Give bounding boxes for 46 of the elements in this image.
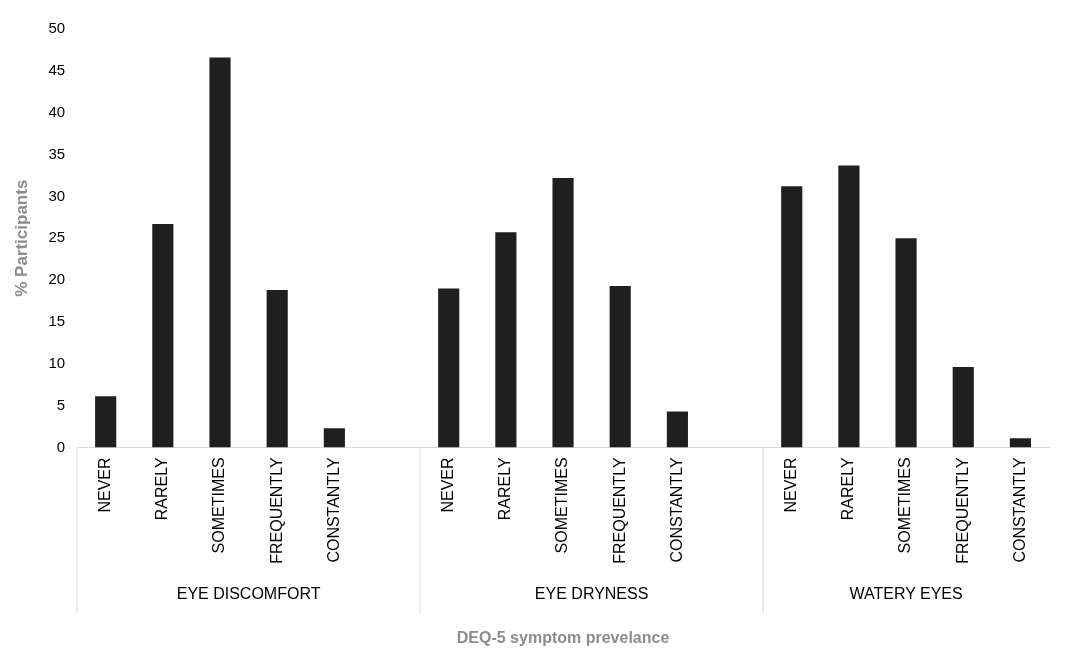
bar [438, 288, 460, 448]
y-tick-label: 10 [48, 353, 66, 371]
bar [209, 57, 231, 448]
bar [952, 367, 974, 448]
x-tick-label: SOMETIMES [553, 457, 571, 554]
y-tick-label: 35 [48, 144, 66, 162]
bar [323, 428, 345, 448]
x-tick-label: CONSTANTLY [324, 457, 342, 563]
bar [152, 223, 174, 448]
x-tick-label: RARELY [153, 457, 171, 521]
text: EYE DISCOMFORT [176, 585, 321, 603]
x-tick-label: FREQUENTLY [953, 457, 971, 564]
y-tick-label: 25 [48, 228, 66, 246]
x-tick-label: CONSTANTLY [1010, 457, 1028, 563]
y-tick-label: 40 [48, 102, 66, 120]
y-tick-label: 0 [56, 437, 66, 455]
bar [266, 290, 288, 448]
x-tick-label: SOMETIMES [896, 457, 914, 554]
bar [666, 411, 688, 448]
x-axis-title: DEQ-5 symptom prevelance [456, 628, 670, 646]
x-tick-label: CONSTANTLY [667, 457, 685, 563]
x-tick-label: FREQUENTLY [267, 457, 285, 564]
y-tick-label: 50 [48, 19, 66, 37]
x-tick-label: NEVER [439, 457, 457, 513]
x-tick-label: NEVER [782, 457, 800, 513]
bar [781, 186, 803, 448]
x-tick-label: RARELY [496, 457, 514, 521]
y-tick-label: 30 [48, 186, 66, 204]
bar [95, 396, 117, 448]
bar [895, 238, 917, 448]
y-axis-title: % Participants [11, 179, 31, 297]
y-tick-label: 5 [56, 395, 66, 413]
bar [1009, 438, 1031, 448]
y-tick-label: 45 [48, 60, 66, 78]
x-tick-label: RARELY [839, 457, 857, 521]
x-tick-label: SOMETIMES [210, 457, 228, 554]
text: EYE DRYNESS [534, 585, 649, 603]
x-tick-label: FREQUENTLY [610, 457, 628, 564]
y-tick-label: 15 [48, 312, 66, 330]
bar [552, 177, 574, 448]
bar [609, 285, 631, 448]
y-tick-label: 20 [48, 270, 66, 288]
bar [495, 232, 517, 448]
text: WATERY EYES [849, 585, 963, 603]
x-tick-label: NEVER [96, 457, 114, 513]
bar [838, 165, 860, 448]
